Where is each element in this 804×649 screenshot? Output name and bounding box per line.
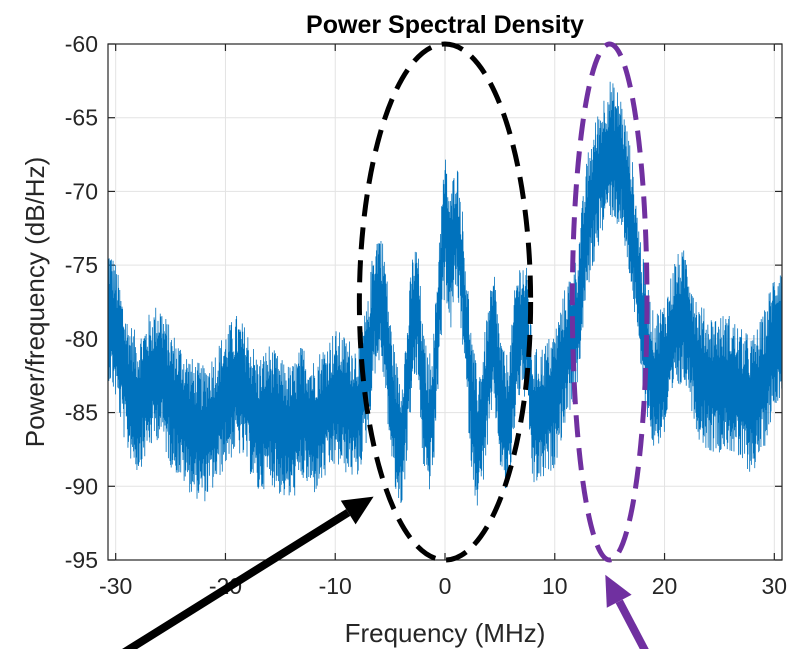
psd-series-line <box>108 81 782 506</box>
x-tick-label: 10 <box>542 573 568 599</box>
desired-signal-arrow <box>122 496 374 649</box>
y-tick-label: -95 <box>65 547 98 573</box>
x-axis-label: Frequency (MHz) <box>345 618 546 648</box>
y-axis-ticks: -60 -65 -70 -75 -80 -85 -90 -95 <box>65 31 782 573</box>
y-tick-label: -70 <box>65 178 98 204</box>
y-tick-label: -90 <box>65 473 98 499</box>
x-tick-label: 0 <box>439 573 452 599</box>
y-axis-label: Power/frequency (dB/Hz) <box>20 157 50 447</box>
desired-signal-ellipse <box>356 41 534 563</box>
series-group <box>108 81 782 506</box>
y-tick-label: -80 <box>65 326 98 352</box>
y-tick-label: -65 <box>65 105 98 131</box>
y-tick-label: -75 <box>65 252 98 278</box>
chart-title: Power Spectral Density <box>306 11 584 39</box>
y-tick-label: -60 <box>65 31 98 57</box>
x-tick-label: -10 <box>319 573 352 599</box>
interferer-ellipse <box>569 41 650 563</box>
y-tick-label: -85 <box>65 400 98 426</box>
interferer-arrow <box>605 574 649 649</box>
annotations <box>122 41 650 649</box>
x-tick-label: -30 <box>99 573 132 599</box>
x-tick-label: 30 <box>762 573 788 599</box>
x-tick-label: 20 <box>652 573 678 599</box>
